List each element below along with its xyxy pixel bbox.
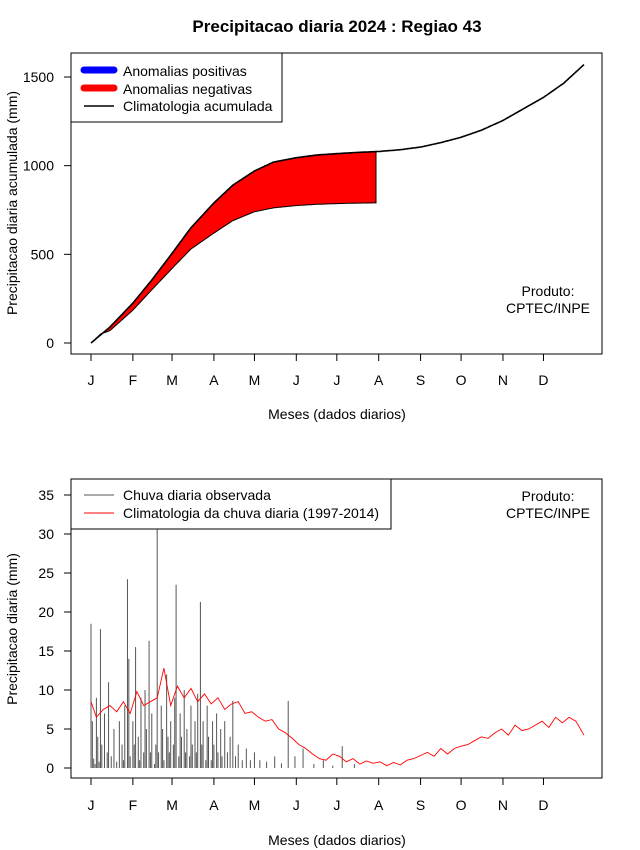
- daily-chart: 0 5 10 15 20 25 30 35 J F M A M J J A S O N D Meses (dados…: [4, 478, 603, 848]
- y-tick-label: 30: [38, 526, 54, 542]
- x-tick-label: D: [538, 372, 548, 388]
- x-tick-label: J: [333, 797, 340, 813]
- x-tick-label: J: [293, 372, 300, 388]
- y-tick-label: 35: [38, 487, 54, 503]
- daily-y-axis: 0 5 10 15 20 25 30 35: [38, 487, 71, 776]
- y-tick-label: 1500: [23, 69, 54, 85]
- x-tick-label: J: [88, 797, 95, 813]
- x-tick-label: A: [374, 797, 384, 813]
- x-tick-label: N: [498, 797, 508, 813]
- annotation-line: Produto:: [522, 488, 575, 504]
- x-tick-label: S: [416, 797, 425, 813]
- cumulative-legend: Anomalias positivas Anomalias negativas …: [70, 52, 283, 123]
- y-tick-label: 20: [38, 604, 54, 620]
- cumulative-y-axis: 0 500 1000 1500: [23, 69, 71, 351]
- daily-product-annotation: Produto: CPTEC/INPE: [506, 488, 590, 521]
- daily-legend-box: [70, 478, 392, 530]
- x-tick-label: M: [166, 797, 178, 813]
- legend-label-positive: Anomalias positivas: [123, 63, 247, 79]
- daily-climatology-line: [90, 668, 585, 767]
- x-tick-label: F: [129, 797, 138, 813]
- annotation-line: Produto:: [522, 283, 575, 299]
- x-tick-label: N: [498, 372, 508, 388]
- x-tick-label: A: [374, 372, 384, 388]
- y-tick-label: 0: [46, 335, 54, 351]
- legend-label-daily-climatology: Climatologia da chuva diaria (1997-2014): [123, 505, 379, 521]
- climatology-cumulative-line: [90, 63, 585, 344]
- daily-plot-area: [90, 510, 585, 768]
- y-tick-label: 1000: [23, 158, 54, 174]
- x-tick-label: J: [293, 797, 300, 813]
- x-tick-label: A: [209, 797, 219, 813]
- x-tick-label: J: [333, 372, 340, 388]
- x-tick-label: O: [456, 797, 467, 813]
- page-title: Precipitacao diaria 2024 : Regiao 43: [192, 17, 481, 36]
- legend-label-observed: Chuva diaria observada: [123, 487, 271, 503]
- x-tick-label: O: [456, 372, 467, 388]
- daily-legend: Chuva diaria observada Climatologia da c…: [70, 478, 392, 530]
- daily-y-axis-label: Precipitacao diaria (mm): [4, 553, 20, 705]
- x-tick-label: S: [416, 372, 425, 388]
- x-tick-label: F: [129, 372, 138, 388]
- x-tick-label: M: [166, 372, 178, 388]
- cumulative-plot-area: [90, 63, 585, 344]
- y-tick-label: 25: [38, 565, 54, 581]
- cumulative-y-axis-label: Precipitacao diaria acumulada (mm): [4, 91, 20, 315]
- x-tick-label: M: [249, 797, 261, 813]
- x-tick-label: J: [88, 372, 95, 388]
- y-tick-label: 10: [38, 682, 54, 698]
- y-tick-label: 500: [31, 246, 55, 262]
- cumulative-product-annotation: Produto: CPTEC/INPE: [506, 283, 590, 316]
- x-tick-label: D: [538, 797, 548, 813]
- negative-anomaly-area: [90, 151, 377, 344]
- y-tick-label: 0: [46, 760, 54, 776]
- y-tick-label: 15: [38, 643, 54, 659]
- y-tick-label: 5: [46, 721, 54, 737]
- cumulative-chart: 0 500 1000 1500 J F M A M J J A S O N D Meses (dados d…: [4, 52, 603, 422]
- cumulative-x-axis-label: Meses (dados diarios): [268, 406, 406, 422]
- daily-x-axis-label: Meses (dados diarios): [268, 832, 406, 848]
- x-tick-label: M: [249, 372, 261, 388]
- legend-label-climatology: Climatologia acumulada: [123, 98, 273, 114]
- legend-label-negative: Anomalias negativas: [123, 81, 252, 97]
- annotation-line: CPTEC/INPE: [506, 505, 590, 521]
- x-tick-label: A: [209, 372, 219, 388]
- annotation-line: CPTEC/INPE: [506, 300, 590, 316]
